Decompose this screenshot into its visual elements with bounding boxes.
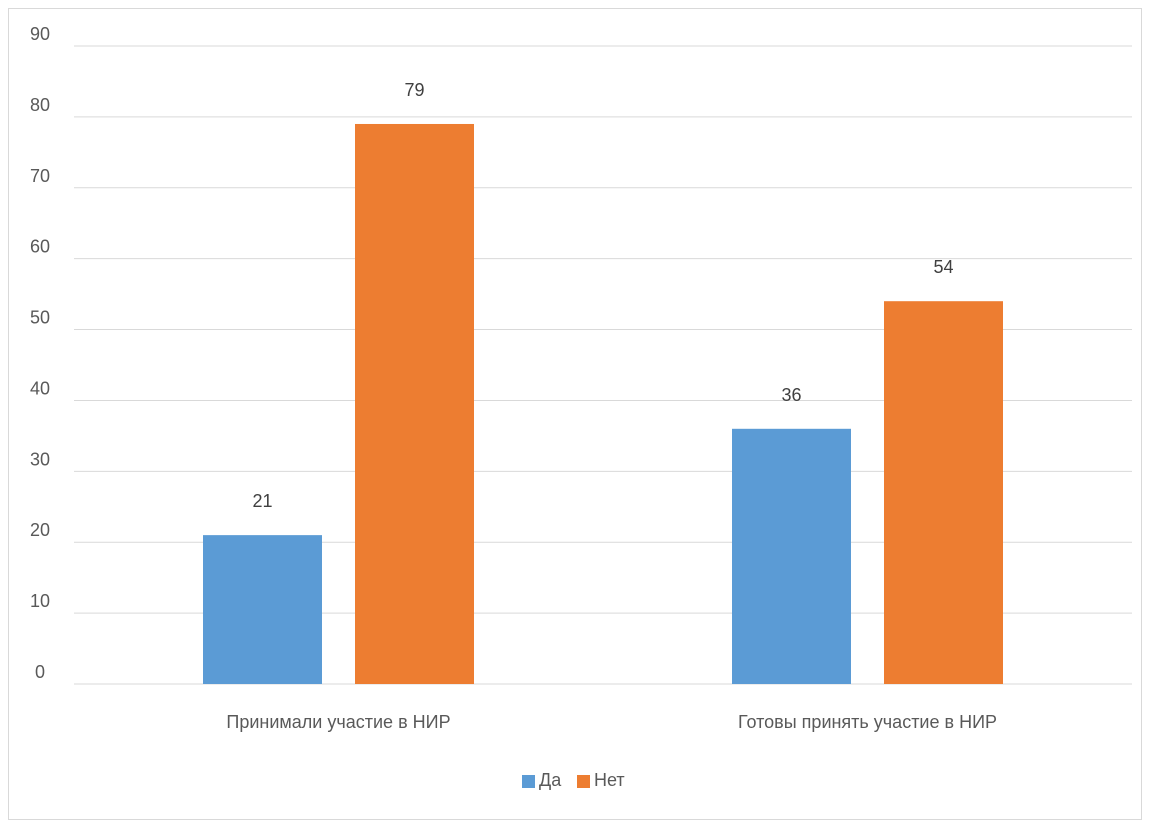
legend-swatch-net [577,775,590,788]
data-label-da-0: 21 [252,491,272,511]
y-tick-label-60: 60 [30,237,50,257]
bar-da-0 [203,535,322,684]
y-tick-label-70: 70 [30,166,50,186]
bar-net-1 [884,301,1003,684]
y-tick-label-0: 0 [35,662,45,682]
legend-label-net: Нет [594,770,625,790]
y-tick-label-20: 20 [30,520,50,540]
data-label-net-1: 54 [933,257,953,277]
category-label-0: Принимали участие в НИР [226,712,450,732]
data-label-net-0: 79 [404,80,424,100]
legend-label-da: Да [539,770,562,790]
bars [203,123,1003,684]
data-label-da-1: 36 [781,385,801,405]
y-tick-label-80: 80 [30,95,50,115]
bar-da-1 [732,428,851,684]
x-axis-category-labels: Принимали участие в НИР Готовы принять уч… [226,712,997,732]
category-label-1: Готовы принять участие в НИР [738,712,997,732]
data-labels: 21 79 36 54 [252,80,953,511]
y-tick-label-90: 90 [30,24,50,44]
legend-swatch-da [522,775,535,788]
y-tick-label-10: 10 [30,591,50,611]
bar-net-0 [355,123,474,684]
y-tick-label-40: 40 [30,378,50,398]
legend: Да Нет [522,770,625,790]
y-tick-label-30: 30 [30,449,50,469]
y-tick-label-50: 50 [30,308,50,328]
y-axis-tick-labels: 0 10 20 30 40 50 60 70 80 90 [30,24,50,682]
